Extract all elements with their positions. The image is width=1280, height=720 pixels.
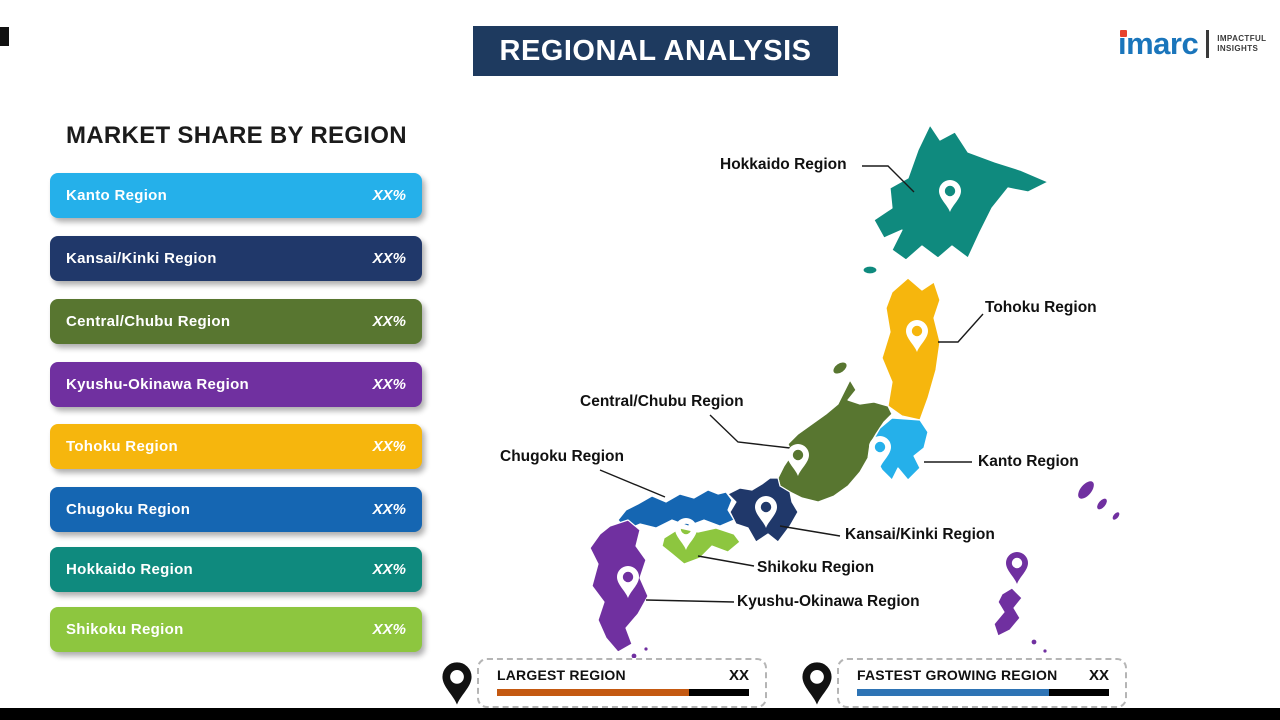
region-hokkaido: [873, 124, 1049, 261]
region-chubu: [777, 379, 893, 503]
share-bar-value: XX%: [372, 313, 406, 330]
region-chugoku: [617, 489, 735, 531]
leader-line-tohoku: [938, 313, 984, 343]
logo-tagline: IMPACTFUL INSIGHTS: [1217, 34, 1266, 54]
legend-fastest-bar-end: [1048, 689, 1109, 696]
legend-pin-largest-icon: [442, 662, 472, 705]
island-amami-1: [1076, 480, 1096, 500]
region-kyushu: [589, 519, 649, 653]
share-bar-hokkaido: Hokkaido Region XX%: [50, 547, 422, 592]
logo-brand-text: imarc: [1118, 26, 1199, 61]
title-banner: REGIONAL ANALYSIS: [473, 26, 838, 76]
region-kanto: [871, 417, 929, 481]
legend-largest-label: LARGEST REGION: [497, 667, 626, 683]
island-okinawa-small-1: [1030, 638, 1038, 646]
island-hokkaido-small: [862, 265, 878, 275]
logo-brand-wrap: imarc: [1118, 26, 1199, 61]
share-bar-label: Tohoku Region: [66, 438, 178, 455]
share-bar-value: XX%: [372, 376, 406, 393]
share-bar-chubu: Central/Chubu Region XX%: [50, 299, 422, 344]
share-bar-value: XX%: [372, 501, 406, 518]
share-bar-value: XX%: [372, 438, 406, 455]
callout-tohoku: Tohoku Region: [985, 299, 1097, 316]
legend-row: FASTEST GROWING REGION XX: [857, 667, 1109, 684]
legend-fastest-label: FASTEST GROWING REGION: [857, 667, 1058, 683]
share-bar-chugoku: Chugoku Region XX%: [50, 487, 422, 532]
share-bar-value: XX%: [372, 561, 406, 578]
corner-decoration: [0, 27, 9, 46]
share-bar-label: Kanto Region: [66, 187, 168, 204]
logo-tagline-line2: INSIGHTS: [1217, 43, 1259, 53]
share-bar-label: Hokkaido Region: [66, 561, 194, 578]
logo-tagline-line1: IMPACTFUL: [1217, 33, 1267, 43]
island-amami-2: [1095, 497, 1109, 511]
legend-fastest-value: XX: [1088, 667, 1109, 684]
legend-pin-fastest-icon: [802, 662, 832, 705]
share-bar-tohoku: Tohoku Region XX%: [50, 424, 422, 469]
share-bar-label: Central/Chubu Region: [66, 313, 231, 330]
callout-kyushu-okinawa: Kyushu-Okinawa Region: [737, 593, 920, 610]
leader-line-shikoku: [697, 555, 755, 567]
legend-largest-bar: [497, 689, 749, 696]
island-sado: [832, 361, 848, 375]
legend-largest-region: LARGEST REGION XX: [477, 658, 767, 708]
japan-map: [589, 124, 1121, 660]
logo-dot-icon: [1120, 30, 1127, 37]
leader-line-chubu: [709, 414, 791, 449]
island-okinawa-main: [993, 587, 1023, 637]
region-tohoku: [881, 277, 941, 421]
island-kyushu-small-2: [643, 646, 649, 652]
share-bar-value: XX%: [372, 621, 406, 638]
legend-largest-bar-end: [688, 689, 749, 696]
leader-line-chugoku: [599, 469, 666, 498]
share-bar-shikoku: Shikoku Region XX%: [50, 607, 422, 652]
legend-fastest-growing-region: FASTEST GROWING REGION XX: [837, 658, 1127, 708]
share-bar-label: Chugoku Region: [66, 501, 191, 518]
legend-fastest-bar: [857, 689, 1109, 696]
callout-chugoku: Chugoku Region: [500, 448, 624, 465]
share-bar-value: XX%: [372, 187, 406, 204]
legend-largest-value: XX: [728, 667, 749, 684]
callout-kansai: Kansai/Kinki Region: [845, 526, 995, 543]
bottom-strip-decoration: [0, 708, 1280, 720]
map-pin-okinawa: [1006, 552, 1028, 584]
share-bar-label: Shikoku Region: [66, 621, 184, 638]
island-amami-3: [1111, 511, 1121, 521]
share-bar-label: Kyushu-Okinawa Region: [66, 376, 249, 393]
region-shikoku: [661, 527, 741, 565]
legend-fastest-bar-primary: [857, 689, 1049, 696]
island-okinawa-small-2: [1042, 648, 1048, 654]
leader-line-kansai: [779, 525, 841, 537]
page-title: REGIONAL ANALYSIS: [499, 34, 812, 67]
share-bar-label: Kansai/Kinki Region: [66, 250, 217, 267]
callout-hokkaido: Hokkaido Region: [720, 156, 847, 173]
imarc-logo: imarc IMPACTFUL INSIGHTS: [1118, 28, 1266, 59]
callout-shikoku: Shikoku Region: [757, 559, 875, 576]
leader-line-kyushu: [645, 599, 735, 603]
share-bar-kansai: Kansai/Kinki Region XX%: [50, 236, 422, 281]
leader-line-hokkaido: [862, 165, 915, 193]
logo-divider: [1206, 29, 1210, 58]
share-bar-value: XX%: [372, 250, 406, 267]
share-bar-kanto: Kanto Region XX%: [50, 173, 422, 218]
legend-largest-bar-primary: [497, 689, 689, 696]
callout-chubu: Central/Chubu Region: [580, 393, 744, 410]
callout-kanto: Kanto Region: [978, 453, 1079, 470]
legend-row: LARGEST REGION XX: [497, 667, 749, 684]
market-share-heading: MARKET SHARE BY REGION: [66, 122, 407, 149]
share-bar-kyushu-okinawa: Kyushu-Okinawa Region XX%: [50, 362, 422, 407]
